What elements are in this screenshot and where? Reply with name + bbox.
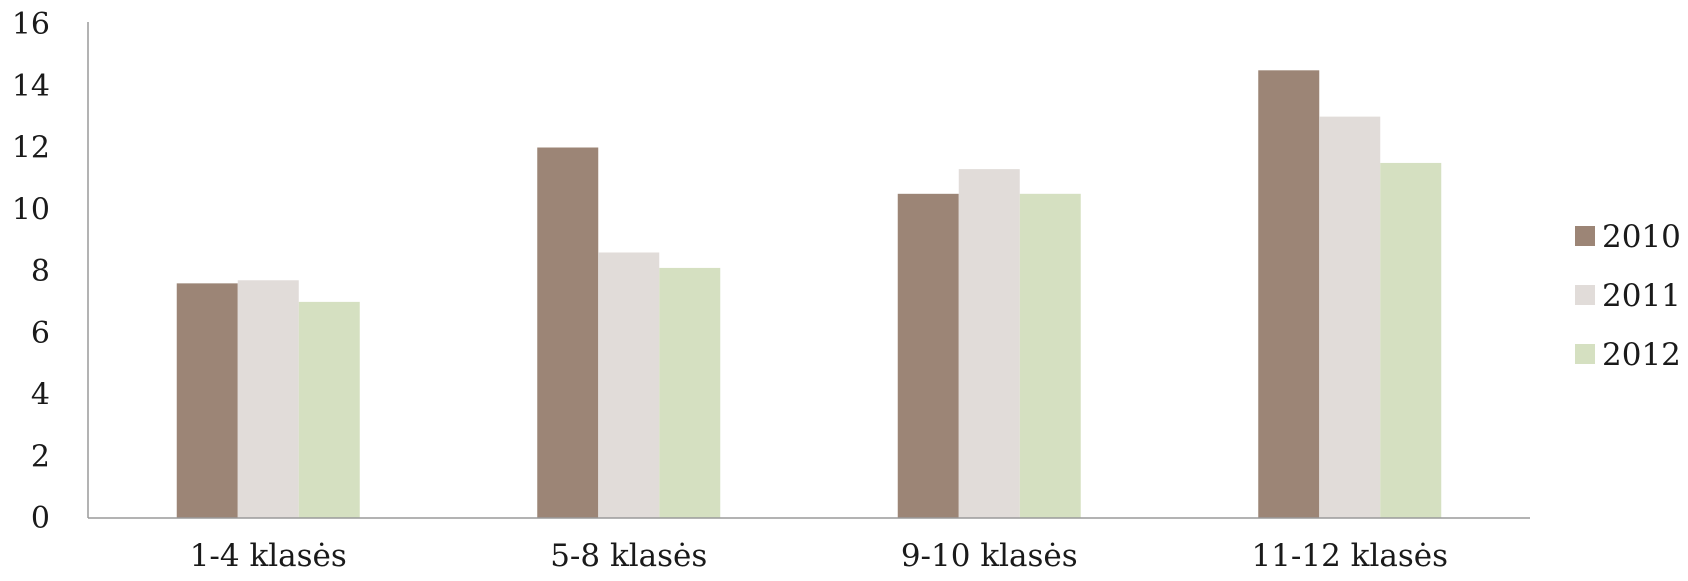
bar-2010-1: [176, 283, 238, 518]
y-tick-label: 14: [12, 69, 50, 104]
bars: [176, 70, 1442, 519]
legend-swatch-2012: [1575, 344, 1595, 364]
x-category-label: 11-12 klasės: [1251, 538, 1448, 574]
legend-swatch-2011: [1575, 285, 1595, 305]
bar-2011-4: [1319, 116, 1381, 518]
y-tick-label: 16: [12, 7, 50, 42]
x-axis-labels: 1-4 klasės 5-8 klasės 9-10 klasės 11-12 kla…: [190, 538, 1448, 574]
bar-2012-3: [1019, 193, 1081, 518]
bar-2012-1: [298, 301, 360, 518]
bar-2011-2: [598, 252, 660, 518]
y-tick-label: 6: [31, 316, 50, 351]
legend-label-2010: 2010: [1602, 219, 1681, 255]
bar-2010-3: [897, 193, 959, 518]
bar-2011-1: [237, 280, 299, 518]
bar-2010-4: [1258, 70, 1320, 518]
legend-label-2012: 2012: [1602, 337, 1681, 373]
y-tick-label: 12: [12, 131, 50, 166]
y-tick-label: 2: [31, 439, 50, 474]
bar-2012-4: [1380, 162, 1442, 518]
y-tick-label: 10: [12, 192, 50, 227]
y-tick-label: 0: [31, 501, 50, 536]
legend: 2010 2011 2012: [1575, 219, 1681, 373]
bar-2010-2: [537, 147, 599, 518]
y-tick-label: 4: [31, 378, 50, 413]
x-category-label: 1-4 klasės: [190, 538, 347, 574]
legend-swatch-2010: [1575, 226, 1595, 246]
x-category-label: 5-8 klasės: [550, 538, 707, 574]
y-tick-label: 8: [31, 254, 50, 289]
legend-label-2011: 2011: [1602, 278, 1681, 314]
bar-2011-3: [958, 169, 1020, 519]
bar-2012-2: [659, 267, 721, 518]
x-category-label: 9-10 klasės: [901, 538, 1078, 574]
y-axis-ticks: 0 2 4 6 8 10 12 14 16: [12, 7, 50, 536]
